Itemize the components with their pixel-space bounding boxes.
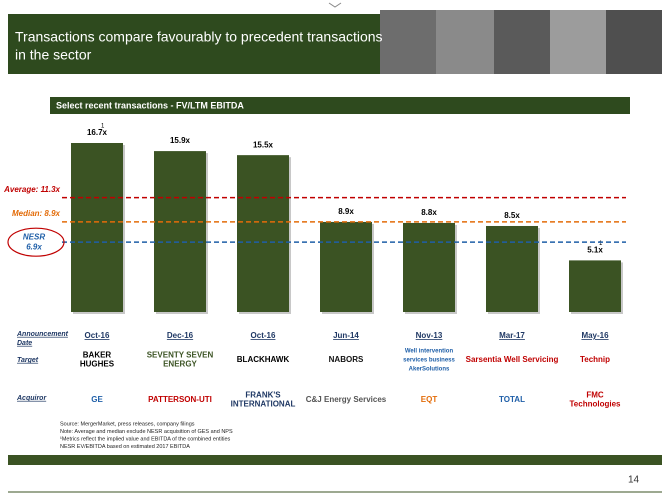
logo-text: AkerSolutions bbox=[409, 367, 450, 373]
header-image bbox=[606, 10, 662, 74]
reference-label: NESR bbox=[23, 232, 45, 241]
logo-text: EQT bbox=[421, 395, 438, 404]
bar bbox=[237, 155, 289, 312]
x-tick-label: Nov-13 bbox=[416, 331, 443, 340]
ornament bbox=[328, 2, 342, 8]
logo-text: SEVENTY SEVEN bbox=[147, 351, 214, 360]
bar bbox=[71, 143, 123, 312]
row-label: Target bbox=[17, 357, 39, 364]
page-number: 14 bbox=[628, 475, 640, 486]
value-label: 8.8x bbox=[421, 208, 437, 217]
value-label: 8.9x bbox=[338, 207, 354, 216]
reference-label: 6.9x bbox=[26, 242, 42, 251]
x-tick-label: Oct-16 bbox=[251, 331, 276, 340]
footnote: ¹Metrics reflect the implied value and E… bbox=[60, 436, 231, 442]
logo-text: BAKER bbox=[83, 351, 112, 360]
value-label: 5.1x bbox=[587, 245, 603, 254]
x-tick-label: Jun-14 bbox=[333, 331, 359, 340]
header-image bbox=[494, 10, 550, 74]
logo-text: Well intervention bbox=[405, 349, 454, 355]
logo-text: INTERNATIONAL bbox=[231, 400, 296, 409]
footer-band bbox=[8, 455, 662, 465]
logo-text: PATTERSON-UTI bbox=[148, 395, 212, 404]
header-image bbox=[436, 10, 494, 74]
value-label: 8.5x bbox=[504, 211, 520, 220]
logo-text: FMC bbox=[586, 391, 604, 400]
bar bbox=[320, 221, 372, 312]
reference-label: Average: 11.3x bbox=[3, 185, 60, 194]
logo-text: NABORS bbox=[329, 355, 364, 364]
slide-title: in the sector bbox=[15, 47, 92, 63]
bar bbox=[486, 225, 538, 312]
value-label: 15.9x bbox=[170, 136, 191, 145]
footnote-marker: 1 bbox=[599, 241, 603, 247]
logo-text: HUGHES bbox=[80, 360, 115, 369]
logo-text: Technip bbox=[580, 355, 610, 364]
bar bbox=[569, 260, 621, 312]
logo-text: Sarsentia Well Servicing bbox=[466, 355, 559, 364]
row-label: Acquiror bbox=[16, 395, 47, 402]
logo-text: Technologies bbox=[570, 400, 622, 409]
bar bbox=[154, 151, 206, 312]
bar bbox=[403, 222, 455, 312]
value-label: 15.5x bbox=[253, 140, 274, 149]
logo-text: TOTAL bbox=[499, 395, 525, 404]
logo-text: FRANK'S bbox=[245, 391, 281, 400]
footnote: Note: Average and median exclude NESR ac… bbox=[60, 429, 233, 435]
logo-text: services business bbox=[403, 358, 455, 364]
logo-text: C&J Energy Services bbox=[306, 395, 387, 404]
chart-title-band bbox=[50, 97, 630, 114]
logo-text: GE bbox=[91, 395, 103, 404]
value-label: 16.7x bbox=[87, 128, 108, 137]
logo-text: ENERGY bbox=[163, 360, 197, 369]
header-image bbox=[380, 10, 436, 74]
x-tick-label: Oct-16 bbox=[85, 331, 110, 340]
header-image bbox=[550, 10, 606, 74]
x-tick-label: Dec-16 bbox=[167, 331, 194, 340]
x-tick-label: May-16 bbox=[581, 331, 609, 340]
footnote-marker: 1 bbox=[101, 124, 105, 130]
x-tick-label: Mar-17 bbox=[499, 331, 525, 340]
footnote: Source: MergerMarket, press releases, co… bbox=[60, 421, 195, 427]
logo-text: BLACKHAWK bbox=[237, 355, 290, 364]
slide-title: Transactions compare favourably to prece… bbox=[15, 29, 383, 45]
highlight-circle bbox=[7, 227, 65, 257]
header-images bbox=[380, 10, 662, 74]
row-label: Announcement bbox=[16, 331, 69, 338]
footnote: NESR EV/EBITDA based on estimated 2017 E… bbox=[60, 444, 190, 450]
row-label: Date bbox=[17, 340, 32, 347]
chart-title: Select recent transactions - FV/LTM EBIT… bbox=[56, 100, 244, 110]
reference-label: Median: 8.9x bbox=[12, 209, 61, 218]
